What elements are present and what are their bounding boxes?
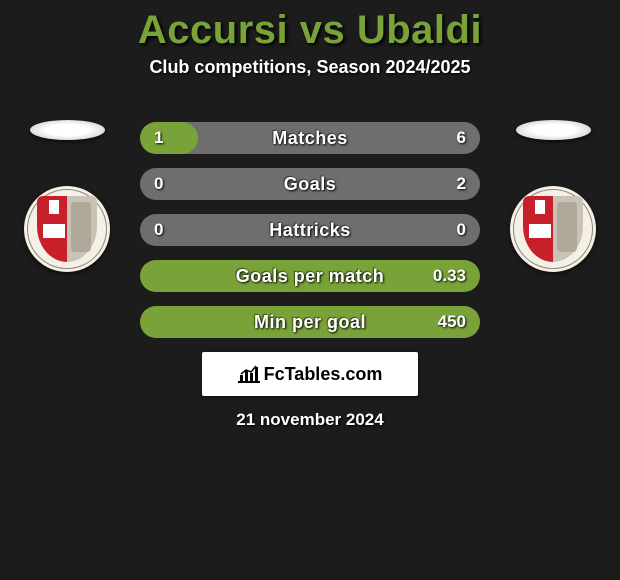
stat-row: 00Hattricks — [140, 214, 480, 246]
stat-label: Min per goal — [140, 306, 480, 338]
subtitle: Club competitions, Season 2024/2025 — [0, 57, 620, 78]
date-line: 21 november 2024 — [0, 410, 620, 430]
comparison-bars: 16Matches 02Goals 00Hattricks 0.33Goals per… — [140, 122, 480, 352]
club-crest-left — [24, 186, 110, 272]
player-badges-left — [24, 120, 110, 272]
page-title: Accursi vs Ubaldi — [0, 0, 620, 53]
stat-label: Goals per match — [140, 260, 480, 292]
brand-box: FcTables.com — [202, 352, 418, 396]
stat-label: Goals — [140, 168, 480, 200]
brand-label: FcTables.com — [264, 364, 383, 385]
player-badges-right — [510, 120, 596, 272]
stat-row: 450Min per goal — [140, 306, 480, 338]
stat-label: Hattricks — [140, 214, 480, 246]
player-oval-left — [30, 120, 105, 140]
club-crest-right — [510, 186, 596, 272]
stat-label: Matches — [140, 122, 480, 154]
stat-row: 16Matches — [140, 122, 480, 154]
stat-row: 0.33Goals per match — [140, 260, 480, 292]
player-oval-right — [516, 120, 591, 140]
brand-chart-icon — [238, 365, 260, 383]
stat-row: 02Goals — [140, 168, 480, 200]
